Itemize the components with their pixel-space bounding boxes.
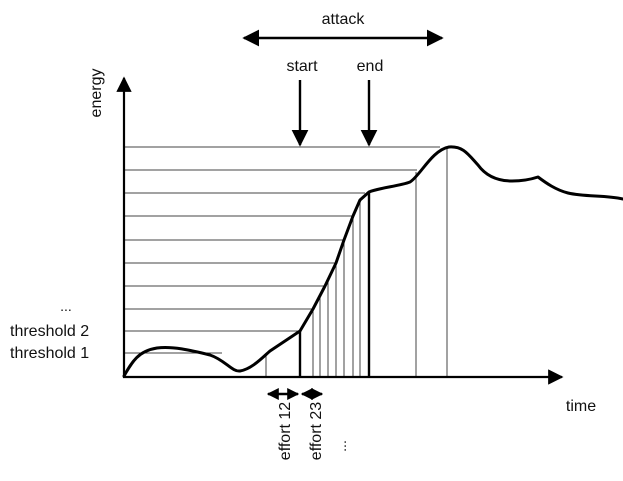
time-axis-label: time [566, 398, 596, 415]
start-label: start [286, 58, 318, 75]
effort-12-label: effort 12 [277, 402, 294, 461]
end-label: end [357, 58, 384, 75]
threshold-2-label: threshold 2 [10, 323, 89, 340]
attack-label: attack [322, 11, 366, 28]
energy-axis-label: energy [88, 69, 105, 118]
effort-23-label: effort 23 [308, 402, 325, 461]
effort-ellipsis: ... [333, 440, 349, 452]
energy-curve [122, 145, 623, 378]
threshold-ellipsis: ... [60, 298, 72, 314]
crossing-lines [265, 147, 448, 377]
threshold-lines [125, 146, 440, 354]
threshold-1-label: threshold 1 [10, 345, 89, 362]
